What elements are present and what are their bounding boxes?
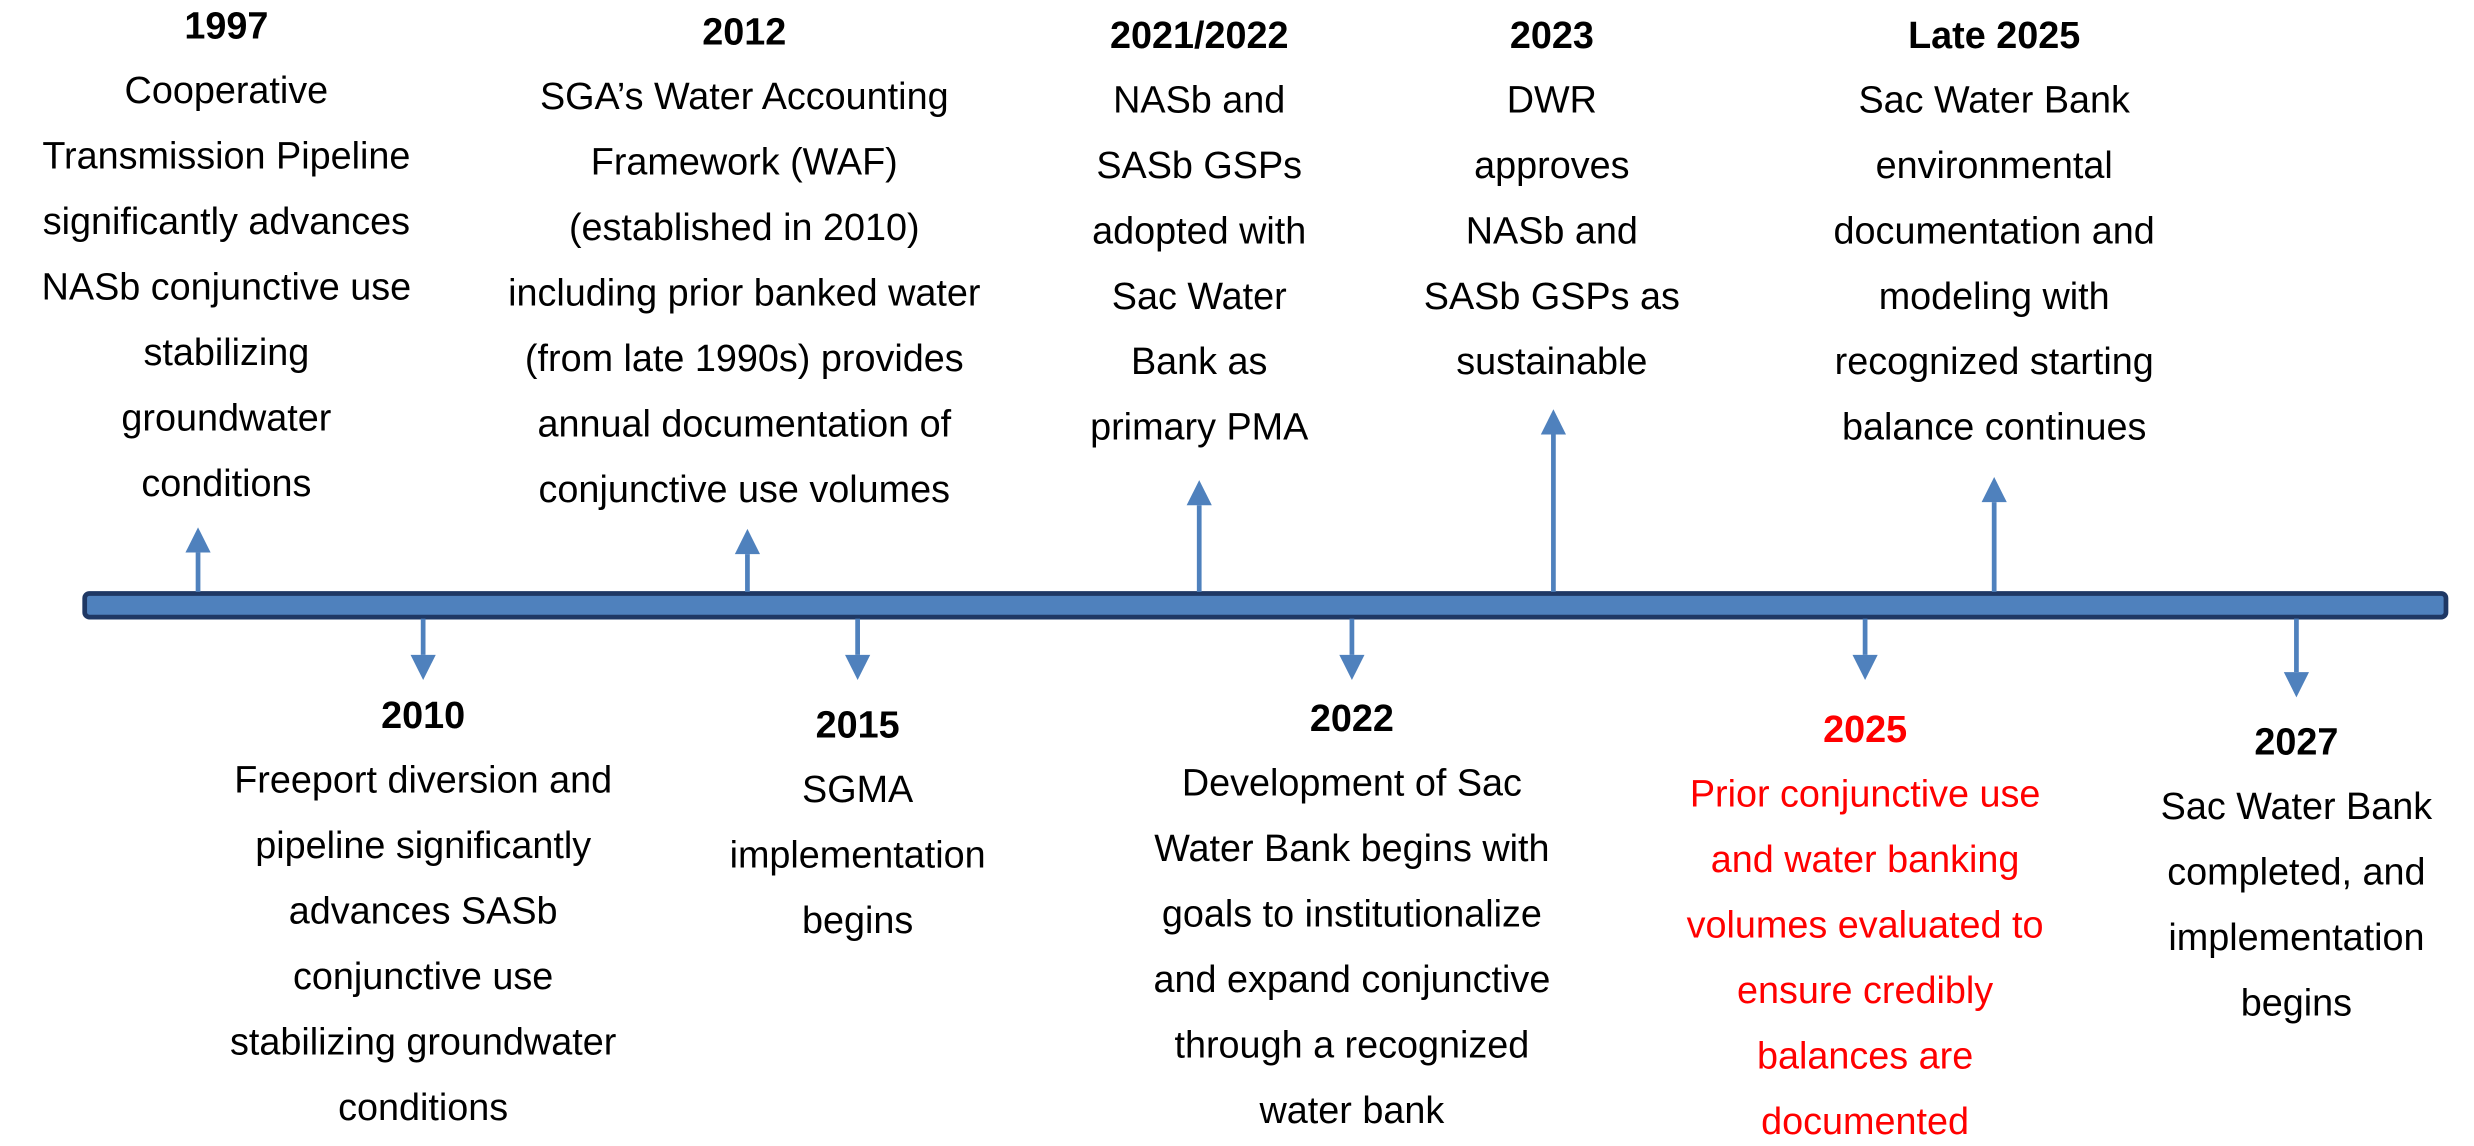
event-line: completed, and (2167, 852, 2425, 894)
event-line: (established in 2010) (569, 207, 920, 249)
event-year: 2021/2022 (1110, 15, 1289, 57)
event-line: stabilizing (143, 332, 309, 374)
event-line: environmental (1876, 145, 2113, 187)
event-line: approves (1474, 145, 1629, 187)
event-line: conditions (338, 1087, 508, 1129)
event-line: pipeline significantly (255, 825, 591, 867)
event-year: 1997 (184, 5, 268, 47)
event-line: documented (1761, 1101, 1969, 1143)
event-line: goals to institutionalize (1162, 893, 1542, 935)
event-line: stabilizing groundwater (230, 1021, 616, 1063)
event-line: NASb and (1466, 210, 1638, 252)
event-line: water bank (1259, 1090, 1445, 1132)
event-line: Sac Water Bank (1858, 79, 2130, 121)
arrow-head (734, 528, 761, 555)
event-year: 2015 (816, 704, 900, 746)
event-line: SGMA (802, 769, 914, 811)
event-line: conditions (141, 463, 311, 505)
event-line: NASb and (1113, 79, 1285, 121)
event-line: begins (2241, 983, 2352, 1025)
event-line: SASb GSPs (1096, 145, 1302, 187)
event-line: conjunctive use volumes (539, 469, 950, 511)
arrow-head (1339, 654, 1365, 681)
arrow-head (185, 527, 211, 553)
event-year: 2022 (1310, 698, 1394, 740)
event-line: (from late 1990s) provides (525, 338, 964, 380)
arrow-head (2283, 672, 2310, 698)
arrow-head (845, 654, 871, 681)
event-line: Bank as (1131, 341, 1267, 383)
event-line: conjunctive use (293, 956, 553, 998)
arrow-head (1852, 654, 1878, 681)
event-line: recognized starting (1835, 341, 2154, 383)
event-line: annual documentation of (537, 404, 951, 446)
event-line: NASb conjunctive use (42, 266, 411, 308)
event-line: documentation and (1834, 210, 2155, 252)
event-line: advances SASb (289, 890, 558, 932)
event-line: SGA’s Water Accounting (540, 76, 949, 118)
event-line: DWR (1507, 79, 1597, 121)
event-line: Prior conjunctive use (1690, 774, 2041, 816)
event-line: significantly advances (43, 201, 410, 243)
event-line: balance continues (1842, 407, 2146, 449)
event-year: Late 2025 (1908, 15, 2080, 57)
event-line: sustainable (1456, 341, 1647, 383)
event-line: Transmission Pipeline (42, 135, 410, 177)
event-line: and expand conjunctive (1153, 959, 1550, 1001)
event-line: Water Bank begins with (1154, 828, 1549, 870)
event-line: adopted with (1092, 210, 1306, 252)
event-year: 2012 (702, 12, 786, 54)
event-line: implementation (730, 834, 986, 876)
event-line: Cooperative (125, 70, 329, 112)
arrow-head (1981, 476, 2007, 503)
event-line: Freeport diversion and (234, 759, 612, 801)
event-line: groundwater (121, 397, 331, 439)
arrow-head (1186, 480, 1212, 506)
event-line: and water banking (1711, 839, 2020, 881)
event-year: 2027 (2254, 722, 2338, 764)
event-year: 2010 (381, 695, 465, 737)
event-line: primary PMA (1090, 407, 1309, 449)
timeline-bar (82, 591, 2449, 620)
event-line: including prior banked water (508, 273, 980, 315)
event-line: Sac Water Bank (2161, 786, 2433, 828)
event-line: implementation (2168, 917, 2424, 959)
event-line: balances are (1757, 1035, 1973, 1077)
arrow-head (410, 654, 436, 681)
event-line: ensure credibly (1737, 970, 1993, 1012)
event-line: Framework (WAF) (591, 142, 898, 184)
arrow-head (1540, 409, 1567, 435)
event-line: SASb GSPs as (1424, 276, 1680, 318)
event-line: Sac Water (1112, 276, 1287, 318)
event-year: 2025 (1823, 709, 1907, 751)
event-year: 2023 (1510, 15, 1594, 57)
event-line: begins (802, 900, 913, 942)
event-line: volumes evaluated to (1687, 904, 2044, 946)
event-line: through a recognized (1175, 1024, 1530, 1066)
event-line: Development of Sac (1182, 762, 1522, 804)
event-line: modeling with (1879, 276, 2110, 318)
